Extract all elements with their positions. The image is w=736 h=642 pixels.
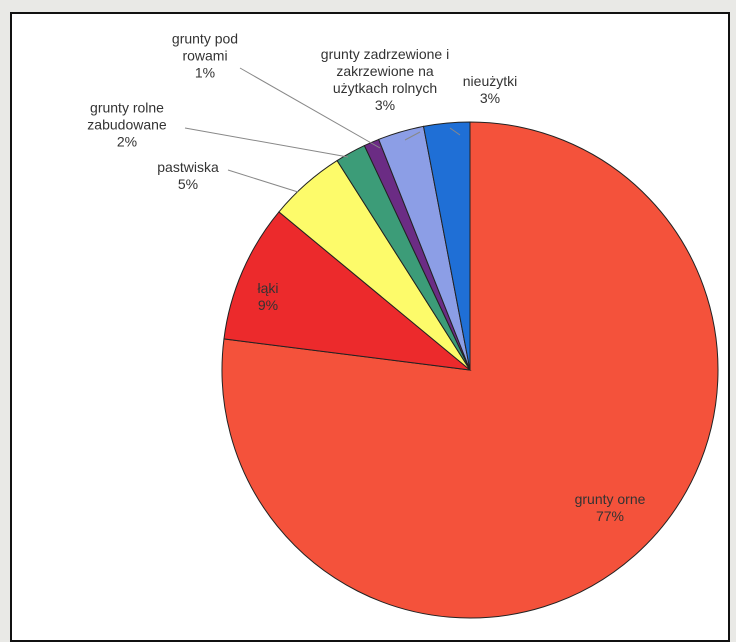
category-name: grunty rolne zabudowane [87, 99, 167, 133]
leader-line [184, 127, 349, 158]
slice-label: łąki 9% [257, 280, 278, 314]
chart [184, 67, 719, 619]
value-label: 1% [194, 64, 216, 81]
value-label: 9% [257, 297, 279, 313]
category-name: grunty zadrzewione i zakrzewione na użyt… [320, 46, 450, 96]
value-label: 2% [116, 133, 138, 150]
category-name: grunty orne [574, 491, 646, 507]
slice-label: grunty orne 77% [575, 491, 646, 525]
slice-label: grunty zadrzewione i zakrzewione na użyt… [310, 46, 460, 114]
value-label: 5% [177, 176, 199, 192]
value-label: 77% [595, 508, 625, 524]
category-name: łąki [257, 280, 279, 296]
value-label: 3% [479, 90, 501, 106]
leader-line [449, 127, 461, 136]
slice-label: grunty pod rowami 1% [150, 31, 260, 82]
slice-label: grunty rolne zabudowane 2% [57, 100, 197, 151]
leader-line [404, 131, 421, 141]
value-label: 3% [374, 97, 396, 113]
leader-line [227, 169, 299, 193]
page: grunty orne 77% łąki 9% pastwiska 5% grunty ro… [10, 12, 730, 642]
category-name: pastwiska [157, 159, 219, 175]
pie-slice [422, 121, 471, 371]
category-name: grunty pod rowami [171, 30, 239, 64]
leader-line [239, 67, 381, 149]
pie-slice [223, 211, 472, 371]
category-name: nieużytki [462, 73, 518, 89]
slice-label: nieużytki 3% [463, 73, 517, 107]
slice-label: pastwiska 5% [157, 159, 218, 193]
